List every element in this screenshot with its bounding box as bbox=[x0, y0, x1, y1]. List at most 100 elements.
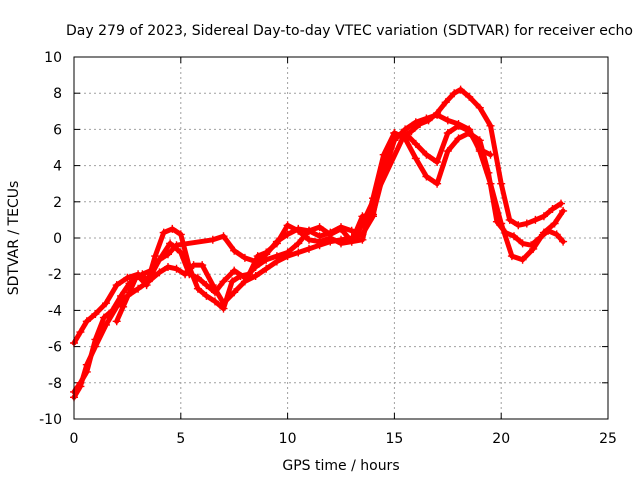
data-point bbox=[166, 239, 175, 248]
data-point bbox=[454, 121, 463, 130]
data-point bbox=[539, 212, 548, 221]
data-point bbox=[539, 228, 548, 237]
data-point bbox=[82, 367, 91, 376]
y-tick-label: 4 bbox=[53, 159, 62, 175]
data-point bbox=[123, 273, 132, 282]
data-point bbox=[211, 288, 219, 297]
data-point bbox=[138, 270, 147, 279]
x-tick-label: 0 bbox=[70, 431, 79, 447]
data-point bbox=[131, 273, 140, 282]
data-point bbox=[146, 266, 155, 275]
data-point bbox=[193, 284, 202, 293]
data-point bbox=[559, 206, 568, 215]
data-point bbox=[159, 228, 168, 237]
data-point bbox=[557, 199, 565, 208]
y-tick-label: -10 bbox=[39, 412, 62, 428]
data-point bbox=[486, 121, 495, 130]
data-point bbox=[552, 230, 561, 239]
y-tick-label: 8 bbox=[53, 86, 62, 102]
x-tick-label: 10 bbox=[279, 431, 297, 447]
data-point bbox=[117, 291, 125, 300]
data-point bbox=[454, 134, 463, 143]
y-tick-label: 10 bbox=[44, 50, 62, 66]
data-point bbox=[369, 210, 377, 219]
data-point bbox=[164, 250, 172, 259]
x-tick-labels: 0 5 10 15 20 25 bbox=[70, 431, 617, 447]
data-point bbox=[119, 302, 128, 311]
y-tick-label: 0 bbox=[53, 231, 62, 247]
x-tick-label: 5 bbox=[176, 431, 185, 447]
data-point bbox=[443, 116, 452, 125]
data-point bbox=[390, 129, 399, 137]
data-point bbox=[497, 179, 506, 188]
data-point bbox=[251, 272, 260, 280]
data-point bbox=[465, 127, 474, 136]
data-point bbox=[283, 248, 292, 257]
data-point bbox=[315, 223, 324, 232]
data-point bbox=[294, 248, 303, 257]
data-point bbox=[240, 253, 249, 262]
data-point bbox=[411, 139, 420, 148]
data-point bbox=[358, 235, 367, 244]
data-point bbox=[262, 250, 271, 259]
data-point bbox=[550, 219, 559, 228]
data-point bbox=[112, 281, 121, 290]
data-point bbox=[211, 297, 219, 306]
data-series bbox=[70, 85, 568, 402]
data-point bbox=[155, 268, 164, 277]
plot-frame bbox=[73, 56, 609, 420]
data-point bbox=[202, 281, 211, 290]
data-point bbox=[559, 237, 568, 246]
data-point bbox=[305, 235, 313, 244]
data-point bbox=[219, 277, 228, 286]
data-point bbox=[407, 127, 416, 136]
data-point bbox=[337, 223, 345, 232]
data-point bbox=[164, 263, 172, 271]
x-axis-label: GPS time / hours bbox=[282, 458, 399, 474]
y-tick-labels: -10 -8 -6 -4 -2 0 2 4 6 8 10 bbox=[39, 50, 62, 428]
data-point bbox=[433, 110, 442, 119]
y-tick-label: 6 bbox=[53, 122, 62, 138]
data-point bbox=[379, 150, 388, 159]
data-point bbox=[518, 239, 527, 248]
y-tick-label: -6 bbox=[48, 340, 62, 356]
data-point bbox=[486, 150, 495, 159]
data-point bbox=[172, 241, 181, 250]
data-point bbox=[411, 118, 420, 127]
y-axis-label: SDTVAR / TECUs bbox=[6, 181, 22, 296]
data-point bbox=[236, 272, 245, 280]
data-point bbox=[134, 284, 143, 293]
data-point bbox=[347, 237, 356, 246]
data-point bbox=[245, 270, 254, 279]
data-point bbox=[305, 244, 313, 253]
data-point bbox=[443, 147, 452, 156]
y-tick-label: -4 bbox=[48, 303, 62, 319]
data-point bbox=[456, 85, 465, 94]
data-point bbox=[82, 317, 91, 326]
data-point bbox=[326, 228, 335, 237]
data-point bbox=[112, 317, 121, 326]
data-point bbox=[441, 98, 450, 107]
data-point bbox=[202, 291, 211, 300]
data-point bbox=[433, 158, 442, 166]
data-point bbox=[251, 257, 260, 266]
data-point bbox=[91, 335, 100, 344]
data-point bbox=[475, 145, 484, 154]
data-point bbox=[337, 239, 345, 248]
data-point bbox=[518, 255, 527, 264]
y-tick-label: 2 bbox=[53, 195, 62, 211]
data-point bbox=[198, 261, 207, 270]
data-point bbox=[422, 172, 431, 181]
data-point bbox=[76, 378, 85, 387]
data-point bbox=[529, 244, 538, 253]
data-point bbox=[548, 205, 557, 213]
data-point bbox=[102, 299, 110, 308]
data-point bbox=[305, 226, 313, 235]
data-point bbox=[219, 232, 228, 241]
data-point bbox=[294, 239, 303, 248]
data-point bbox=[272, 237, 281, 246]
data-point bbox=[228, 277, 237, 286]
data-point bbox=[505, 215, 514, 224]
data-point bbox=[99, 313, 108, 322]
